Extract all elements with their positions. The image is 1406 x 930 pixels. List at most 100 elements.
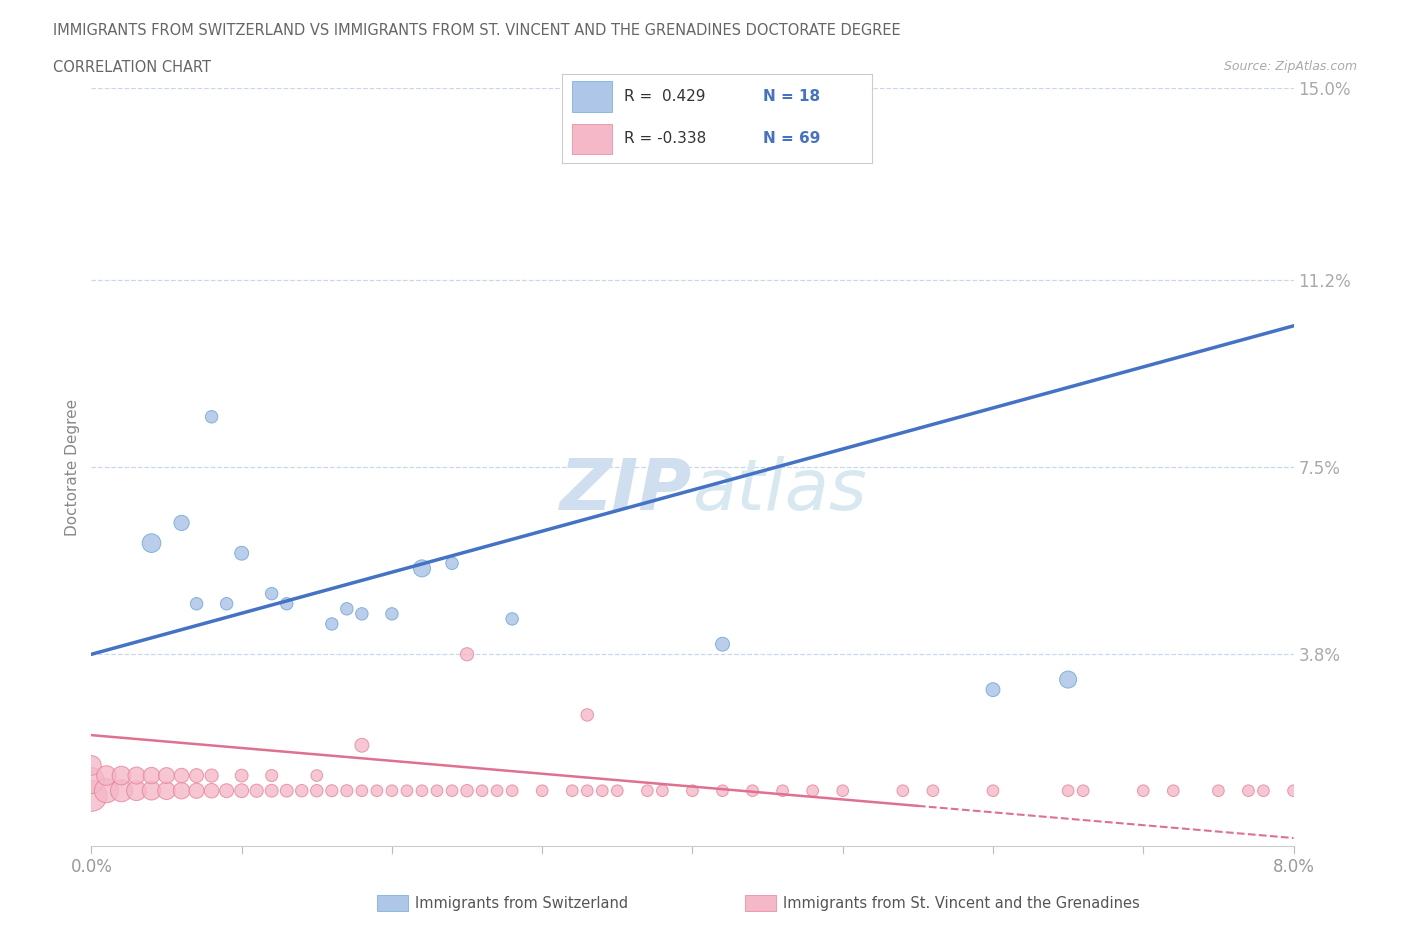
- Point: [411, 561, 433, 576]
- Point: [350, 606, 373, 621]
- Point: [531, 783, 554, 798]
- Point: [350, 783, 373, 798]
- Point: [366, 783, 388, 798]
- Point: [305, 768, 328, 783]
- Text: ZIP: ZIP: [560, 456, 692, 525]
- Point: [80, 758, 103, 773]
- Point: [681, 783, 703, 798]
- Point: [741, 783, 763, 798]
- Point: [1161, 783, 1184, 798]
- Text: IMMIGRANTS FROM SWITZERLAND VS IMMIGRANTS FROM ST. VINCENT AND THE GRENADINES DO: IMMIGRANTS FROM SWITZERLAND VS IMMIGRANT…: [53, 23, 901, 38]
- Point: [155, 768, 177, 783]
- Point: [1237, 783, 1260, 798]
- Point: [186, 768, 208, 783]
- Text: Source: ZipAtlas.com: Source: ZipAtlas.com: [1223, 60, 1357, 73]
- Point: [1057, 672, 1080, 687]
- Bar: [572, 82, 612, 112]
- Point: [215, 783, 238, 798]
- Point: [276, 783, 298, 798]
- Point: [426, 783, 449, 798]
- Point: [1208, 783, 1230, 798]
- Point: [922, 783, 945, 798]
- Point: [561, 783, 583, 798]
- Point: [891, 783, 914, 798]
- Point: [186, 783, 208, 798]
- Point: [260, 768, 283, 783]
- Point: [125, 768, 148, 783]
- Point: [125, 783, 148, 798]
- Text: Immigrants from St. Vincent and the Grenadines: Immigrants from St. Vincent and the Gren…: [783, 896, 1140, 910]
- Point: [186, 596, 208, 611]
- Point: [981, 783, 1004, 798]
- Point: [395, 783, 418, 798]
- Point: [170, 515, 193, 530]
- Point: [336, 783, 359, 798]
- Point: [231, 768, 253, 783]
- Point: [381, 606, 404, 621]
- Point: [801, 783, 824, 798]
- Point: [486, 783, 509, 798]
- Point: [141, 783, 163, 798]
- Point: [110, 768, 132, 783]
- Point: [576, 783, 599, 798]
- Y-axis label: Doctorate Degree: Doctorate Degree: [65, 399, 80, 536]
- Point: [201, 768, 224, 783]
- Point: [321, 783, 343, 798]
- Point: [440, 556, 463, 571]
- Point: [246, 783, 269, 798]
- Point: [321, 617, 343, 631]
- Point: [1057, 783, 1080, 798]
- Point: [231, 783, 253, 798]
- Point: [981, 683, 1004, 698]
- Point: [711, 637, 734, 652]
- Point: [636, 783, 658, 798]
- Point: [1132, 783, 1154, 798]
- Point: [260, 586, 283, 601]
- Text: N = 69: N = 69: [763, 131, 821, 146]
- Point: [170, 783, 193, 798]
- Point: [141, 768, 163, 783]
- Point: [1071, 783, 1094, 798]
- Point: [80, 773, 103, 788]
- Point: [501, 612, 523, 627]
- Point: [471, 783, 494, 798]
- Point: [110, 783, 132, 798]
- Text: R =  0.429: R = 0.429: [624, 89, 706, 104]
- Point: [276, 596, 298, 611]
- Text: Immigrants from Switzerland: Immigrants from Switzerland: [415, 896, 628, 910]
- Point: [456, 783, 478, 798]
- Point: [381, 783, 404, 798]
- Point: [80, 789, 103, 804]
- Text: R = -0.338: R = -0.338: [624, 131, 706, 146]
- Point: [260, 783, 283, 798]
- Text: CORRELATION CHART: CORRELATION CHART: [53, 60, 211, 75]
- Point: [291, 783, 314, 798]
- Point: [201, 409, 224, 424]
- Point: [1253, 783, 1275, 798]
- Text: atlas: atlas: [692, 456, 868, 525]
- Point: [651, 783, 673, 798]
- Point: [96, 783, 118, 798]
- Point: [96, 768, 118, 783]
- Point: [411, 783, 433, 798]
- Point: [501, 783, 523, 798]
- Point: [336, 602, 359, 617]
- Point: [201, 783, 224, 798]
- Point: [831, 783, 853, 798]
- Point: [576, 708, 599, 723]
- Point: [215, 596, 238, 611]
- Point: [170, 768, 193, 783]
- Bar: [572, 124, 612, 154]
- Point: [456, 647, 478, 662]
- Point: [1282, 783, 1305, 798]
- Point: [141, 536, 163, 551]
- Point: [305, 783, 328, 798]
- Point: [231, 546, 253, 561]
- Point: [350, 737, 373, 752]
- Point: [772, 783, 794, 798]
- Point: [606, 783, 628, 798]
- Point: [155, 783, 177, 798]
- Point: [591, 783, 613, 798]
- Point: [440, 783, 463, 798]
- Text: N = 18: N = 18: [763, 89, 821, 104]
